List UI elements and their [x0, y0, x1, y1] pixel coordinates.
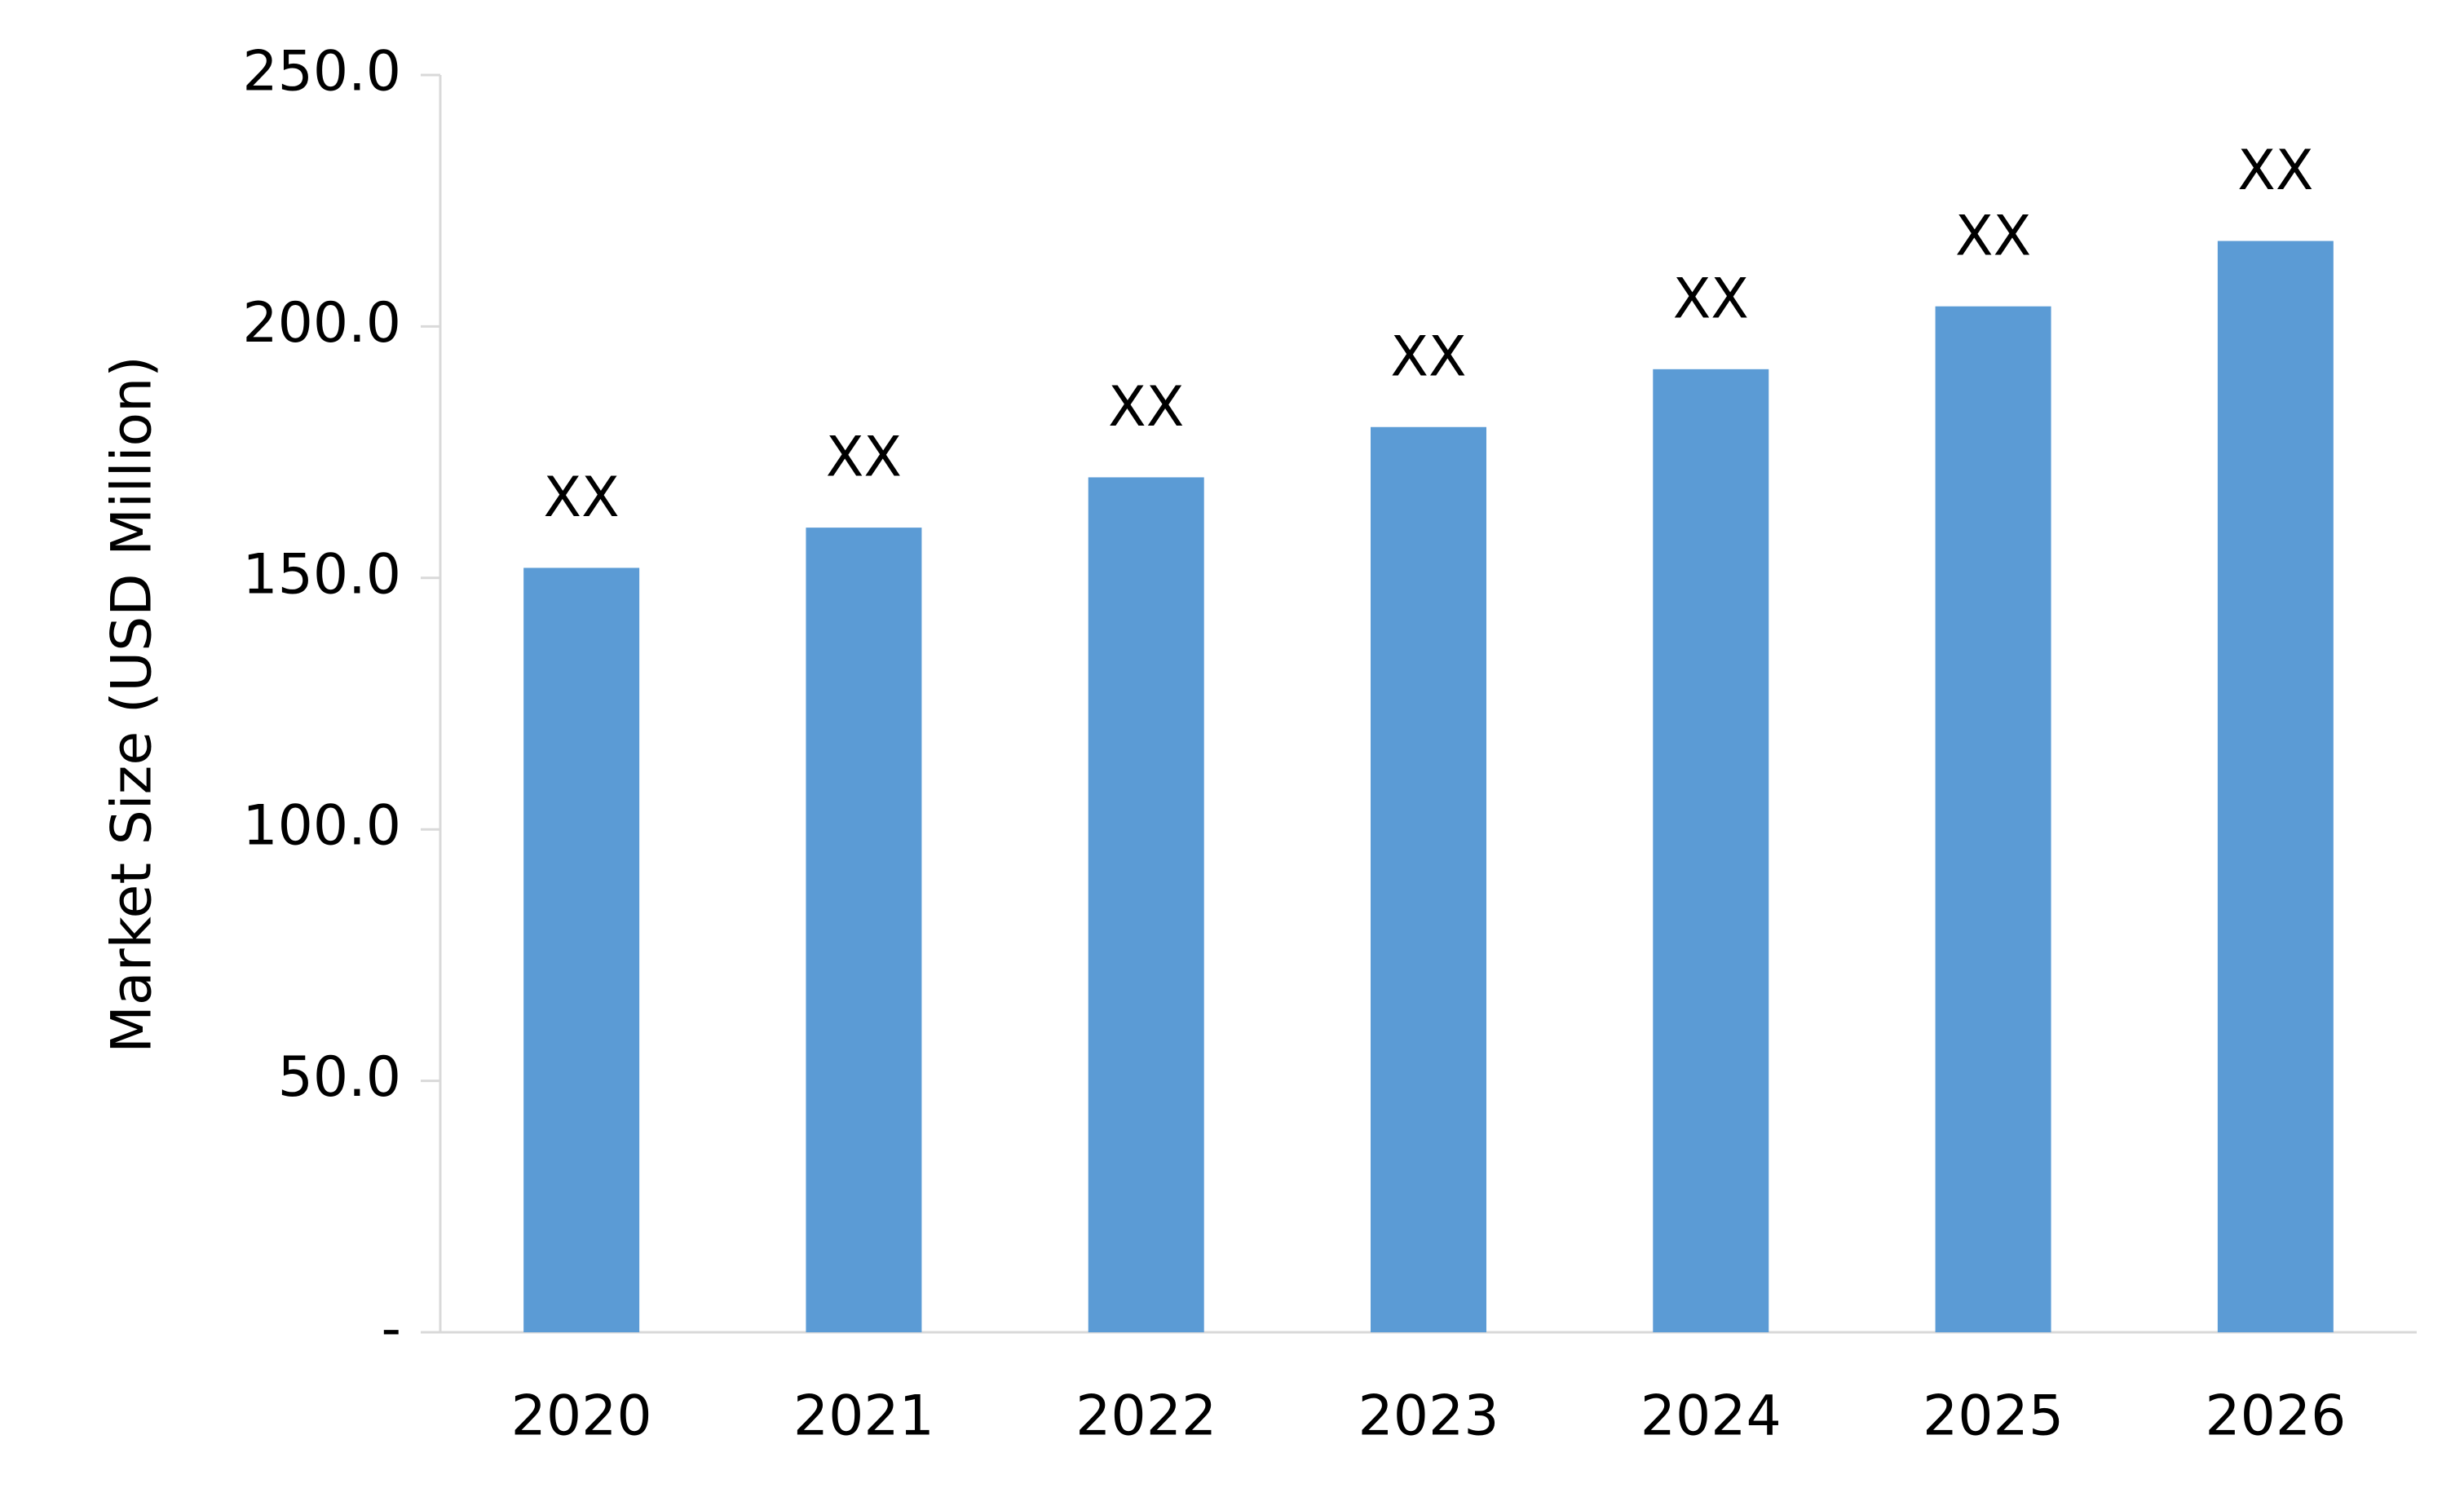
y-tick-label: - — [381, 1297, 401, 1362]
data-label: XX — [544, 466, 620, 530]
y-tick-label: 50.0 — [278, 1045, 401, 1110]
data-label: XX — [1108, 375, 1184, 439]
x-tick-label: 2026 — [2205, 1384, 2346, 1449]
y-tick-label: 100.0 — [242, 794, 401, 859]
x-tick-label: 2020 — [511, 1384, 652, 1449]
bar — [1371, 426, 1486, 1332]
y-tick-label: 150.0 — [242, 542, 401, 607]
bar — [1653, 369, 1769, 1332]
y-axis-label: Market Size (USD Million) — [100, 355, 165, 1053]
bar — [806, 528, 922, 1332]
y-tick-label: 250.0 — [242, 40, 401, 104]
x-tick-label: 2021 — [793, 1384, 934, 1449]
bar — [2217, 241, 2334, 1333]
x-tick-label: 2022 — [1075, 1384, 1217, 1449]
data-label: XX — [1390, 325, 1466, 389]
data-label: XX — [826, 426, 902, 490]
y-tick-label: 200.0 — [242, 291, 401, 355]
bar — [523, 567, 640, 1332]
x-tick-label: 2023 — [1358, 1384, 1499, 1449]
data-label: XX — [2237, 139, 2313, 203]
data-label: XX — [1673, 267, 1749, 331]
data-label: XX — [1955, 204, 2031, 268]
bar — [1088, 477, 1204, 1333]
bar — [1935, 306, 2051, 1332]
x-tick-label: 2025 — [1923, 1384, 2064, 1449]
x-tick-label: 2024 — [1640, 1384, 1782, 1449]
